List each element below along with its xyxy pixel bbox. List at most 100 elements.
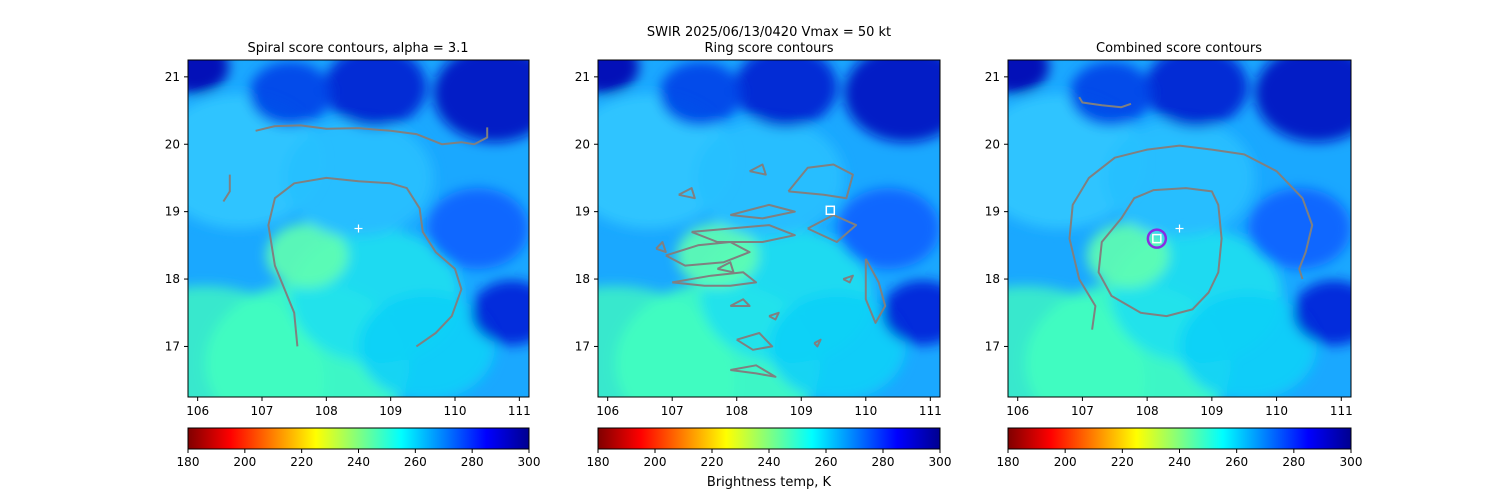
colorbar-tick-label: 300 <box>929 455 952 469</box>
y-tick-label: 19 <box>165 205 180 219</box>
contour-line <box>1097 187 1223 318</box>
contour-line <box>655 241 667 254</box>
colorbar-tick-label: 220 <box>290 455 313 469</box>
axes-frame <box>187 59 530 398</box>
colorbar-tick-label: 180 <box>587 455 610 469</box>
contour-line <box>730 364 777 378</box>
contour-line <box>842 274 854 284</box>
contour-line <box>768 311 780 321</box>
contour-line <box>672 271 758 287</box>
y-tick-label: 21 <box>575 70 590 84</box>
x-tick-label: 106 <box>596 404 619 418</box>
panel-title: Combined score contours <box>1096 41 1262 56</box>
x-tick-label: 108 <box>725 404 748 418</box>
y-tick-label: 19 <box>985 205 1000 219</box>
panel-title: Spiral score contours, alpha = 3.1 <box>247 41 468 56</box>
square-marker <box>1152 233 1162 244</box>
x-tick-label: 111 <box>919 404 942 418</box>
contour-line <box>716 261 735 274</box>
y-tick-label: 18 <box>575 272 590 286</box>
colorbar-tick-label: 300 <box>1340 455 1363 469</box>
colorbar: 180 200 220 240 260 280 300 <box>177 427 541 469</box>
x-tick-label: 109 <box>379 404 402 418</box>
square-marker <box>825 205 836 216</box>
contour-line <box>691 224 796 243</box>
colorbar-tick-label: 260 <box>815 455 838 469</box>
x-tick-label: 108 <box>315 404 338 418</box>
x-tick-label: 110 <box>444 404 467 418</box>
contour-line <box>665 241 751 267</box>
contour-line <box>807 214 858 243</box>
circle-marker <box>1146 228 1168 249</box>
y-tick-label: 20 <box>165 137 180 151</box>
x-tick-label: 106 <box>186 404 209 418</box>
colorbar-tick-label: 220 <box>1111 455 1134 469</box>
center-cross-marker <box>354 224 363 233</box>
panel-title: Ring score contours <box>704 41 833 56</box>
colorbar-tick-label: 220 <box>701 455 724 469</box>
colorbar-bar <box>187 427 530 450</box>
y-tick-label: 18 <box>165 272 180 286</box>
panel-spiral: Spiral score contours, alpha = 3.1 106 10… <box>165 41 541 469</box>
colorbar-tick-label: 180 <box>177 455 200 469</box>
colorbar-bar <box>597 427 941 450</box>
contour-line <box>255 124 489 146</box>
y-tick-label: 17 <box>985 339 1000 353</box>
x-tick-label: 109 <box>1200 404 1223 418</box>
colorbar-tick-label: 180 <box>997 455 1020 469</box>
x-tick-label: 110 <box>854 404 877 418</box>
contour-line <box>1078 96 1132 109</box>
y-tick-label: 17 <box>165 339 180 353</box>
contour-line <box>267 176 463 348</box>
contour-line <box>813 338 822 348</box>
contour-group <box>222 124 489 348</box>
contour-line <box>749 163 767 176</box>
colorbar-tick-label: 200 <box>644 455 667 469</box>
center-cross-marker <box>1175 224 1184 233</box>
y-tick-label: 17 <box>575 339 590 353</box>
colorbar-tick-label: 280 <box>461 455 484 469</box>
y-tick-label: 21 <box>165 70 180 84</box>
colorbar-tick-label: 240 <box>758 455 781 469</box>
y-tick-label: 21 <box>985 70 1000 84</box>
x-tick-label: 108 <box>1136 404 1159 418</box>
y-tick-label: 18 <box>985 272 1000 286</box>
contour-group <box>1068 96 1314 330</box>
contour-group <box>655 163 887 378</box>
contour-line <box>736 332 774 351</box>
axes-frame <box>597 59 941 398</box>
colorbar-tick-label: 280 <box>1282 455 1305 469</box>
x-tick-label: 109 <box>790 404 813 418</box>
colorbar-tick-label: 200 <box>1054 455 1077 469</box>
colorbar-tick-label: 260 <box>1225 455 1248 469</box>
x-tick-label: 111 <box>508 404 531 418</box>
x-tick-label: 106 <box>1006 404 1029 418</box>
contour-line <box>729 298 751 307</box>
brightness-temp-image <box>598 60 940 397</box>
colorbar: 180 200 220 240 260 280 300 <box>997 427 1363 469</box>
contour-line <box>222 174 231 203</box>
x-tick-label: 110 <box>1265 404 1288 418</box>
x-tick-label: 107 <box>251 404 274 418</box>
colorbar-label: Brightness temp, K <box>707 475 832 490</box>
y-tick-label: 20 <box>575 137 590 151</box>
contour-line <box>678 187 696 200</box>
colorbar-tick-label: 240 <box>1168 455 1191 469</box>
colorbar-tick-label: 300 <box>518 455 541 469</box>
colorbar: 180 200 220 240 260 280 300 <box>587 427 952 469</box>
brightness-temp-image <box>188 60 529 397</box>
x-tick-label: 111 <box>1330 404 1353 418</box>
contour-line <box>864 258 887 324</box>
colorbar-tick-label: 280 <box>872 455 895 469</box>
colorbar-tick-label: 260 <box>404 455 427 469</box>
contour-line <box>730 203 796 220</box>
colorbar-tick-label: 200 <box>233 455 256 469</box>
contour-line <box>1068 144 1314 330</box>
colorbar-bar <box>1007 427 1352 450</box>
contour-line <box>787 163 854 200</box>
x-tick-label: 107 <box>1071 404 1094 418</box>
panel-combined: Combined score contours 106 107 108 109 110 1… <box>985 41 1363 469</box>
figure-suptitle: SWIR 2025/06/13/0420 Vmax = 50 kt <box>647 25 891 40</box>
y-tick-label: 19 <box>575 205 590 219</box>
